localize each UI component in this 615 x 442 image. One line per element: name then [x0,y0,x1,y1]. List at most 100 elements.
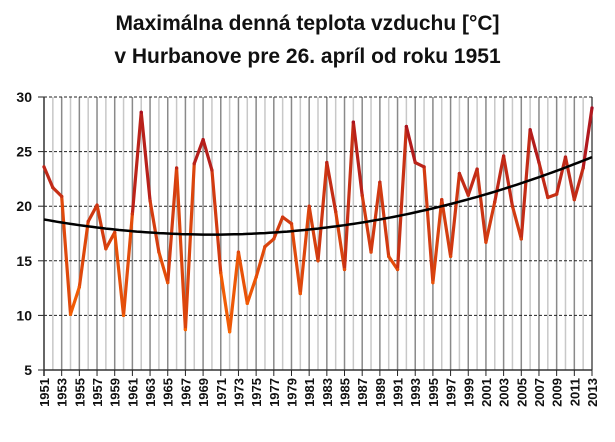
data-point [342,267,347,272]
data-point [130,212,134,216]
x-tick-label: 1983 [320,378,335,407]
data-point [254,275,258,279]
data-line-segment [484,200,497,244]
x-tick-label: 2003 [497,378,512,407]
data-point [537,160,541,165]
data-point [68,312,73,316]
data-point [60,194,64,198]
data-point [174,166,179,170]
data-point [563,155,568,159]
data-line-segment [528,128,541,165]
data-point [104,247,108,251]
x-tick-label: 1991 [391,378,406,407]
data-point [387,254,391,259]
data-line-segment [334,210,347,272]
data-point [139,110,143,114]
data-line-segment [404,124,417,165]
data-line-segment [555,155,568,196]
data-line-segment [245,275,258,305]
data-line-segment [457,171,470,197]
data-point [201,137,205,142]
y-tick-label: 30 [16,89,32,105]
data-line-segment [86,203,99,224]
trend-line [43,155,593,236]
data-point [422,165,426,169]
data-line-segment [581,106,594,170]
data-line-segment [228,250,241,334]
data-line-segment [148,199,161,254]
data-point [475,167,479,171]
data-point [466,193,470,197]
data-point [334,210,338,214]
x-tick-label: 2011 [567,378,582,406]
data-line-segment [493,154,506,204]
data-point [289,222,294,226]
data-line-segment [307,204,320,263]
data-line-segment [316,160,329,263]
data-line-segment [254,245,267,279]
data-line-segment [60,194,73,316]
data-line-segment [139,110,152,203]
chart-title-line-2: v Hurbanove pre 26. apríl od roku 1951 [114,45,501,68]
data-point [448,254,453,259]
data-line-segment [475,167,488,244]
data-point [77,285,81,289]
data-point [183,327,188,332]
data-point [351,120,355,124]
x-tick-label: 1993 [408,378,423,407]
data-point [360,193,364,197]
x-tick-label: 1971 [214,378,229,407]
data-line-segment [502,154,515,208]
data-point [245,301,249,305]
data-point [121,313,126,317]
data-point [502,154,506,158]
data-line-segment [272,215,285,241]
x-tick-label: 1987 [355,378,370,407]
x-tick-label: 1973 [231,378,246,407]
data-line-segment [42,165,55,190]
data-point [528,128,532,132]
x-tick-label: 1959 [108,378,123,407]
data-line-segment [104,230,117,251]
x-tick-label: 1955 [72,378,87,407]
x-tick-label: 1969 [196,378,211,407]
y-tick-label: 25 [16,144,32,160]
x-tick-label: 2009 [550,378,565,407]
data-line-segment [351,120,364,197]
x-tick-label: 2001 [479,378,494,407]
y-tick-label: 10 [16,307,32,323]
data-line-segment [174,166,188,332]
x-tick-label: 1951 [37,378,52,407]
data-point [86,219,90,224]
data-point [51,186,55,190]
data-line-segment [360,193,373,254]
x-tick-label: 1981 [302,378,317,407]
data-line-segment [510,204,523,241]
x-tick-label: 1961 [125,378,140,407]
data-line-segment [395,124,408,272]
data-point [307,204,311,208]
data-line-segment [298,204,311,296]
data-line-segment [342,120,355,272]
x-tick-label: 1967 [178,378,193,407]
data-line-segment [448,171,462,259]
data-point [263,245,267,249]
data-point [281,215,285,219]
x-tick-label: 1963 [143,378,158,407]
x-tick-label: 1997 [444,378,459,407]
data-line-segment [130,110,143,216]
data-point [431,281,435,285]
data-line-segment [519,128,532,241]
data-point [555,192,559,196]
data-point [510,204,515,208]
data-line-segment [289,222,302,296]
y-tick-label: 5 [24,362,32,378]
x-tick-label: 1989 [373,378,388,407]
data-line-segment [466,167,479,197]
data-line-segment [192,137,205,166]
x-tick-label: 1965 [161,378,176,407]
data-line-segment [157,250,170,285]
data-point [42,165,46,169]
data-point [157,250,161,254]
